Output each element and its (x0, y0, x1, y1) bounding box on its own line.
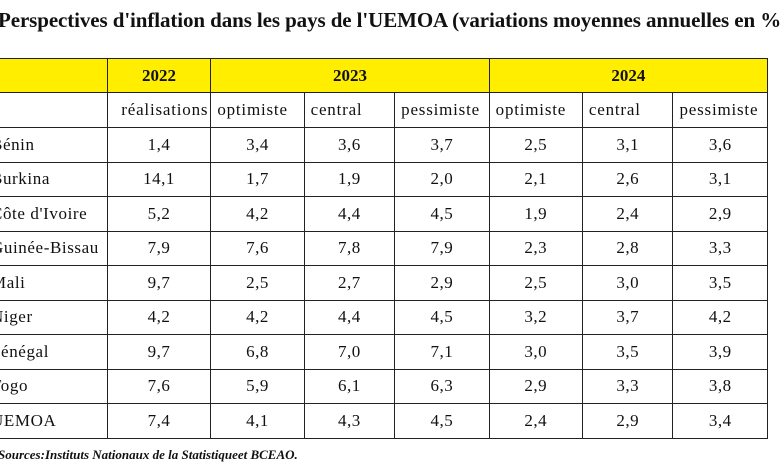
country-cell: Sénégal (0, 334, 108, 370)
value-cell: 1,9 (303, 161, 396, 197)
table-row: UEMOA7,44,14,34,52,42,93,4 (0, 403, 768, 439)
country-header-cell (0, 92, 108, 128)
year-2023-header: 2023 (210, 58, 490, 93)
table-row: Niger4,24,24,44,53,23,74,2 (0, 299, 768, 335)
value-cell: 7,1 (394, 334, 490, 370)
year-2022-header: 2022 (106, 58, 212, 93)
value-cell: 6,1 (303, 368, 396, 404)
value-cell: 4,4 (303, 299, 396, 335)
value-cell: 4,5 (394, 403, 490, 439)
country-cell: Burkina (0, 161, 108, 197)
country-cell: Togo (0, 368, 108, 404)
value-cell: 5,9 (210, 368, 305, 404)
value-cell: 2,3 (488, 230, 583, 266)
value-cell: 3,2 (488, 299, 583, 335)
value-cell: 2,5 (488, 265, 583, 301)
value-cell: 3,7 (581, 299, 674, 335)
value-cell: 7,8 (303, 230, 396, 266)
country-cell: Guinée-Bissau (0, 230, 108, 266)
value-cell: 2,4 (488, 403, 583, 439)
scenario-header: optimiste (210, 92, 305, 128)
value-cell: 9,7 (106, 334, 212, 370)
value-cell: 4,5 (394, 299, 490, 335)
value-cell: 7,0 (303, 334, 396, 370)
value-cell: 3,5 (672, 265, 768, 301)
value-cell: 2,8 (581, 230, 674, 266)
scenario-header: central (303, 92, 396, 128)
inflation-table: 2022 2023 2024 réalisations optimiste ce… (0, 58, 769, 439)
scenario-header-row: réalisations optimiste central pessimist… (0, 92, 768, 128)
value-cell: 3,5 (581, 334, 674, 370)
value-cell: 3,6 (672, 127, 768, 163)
country-cell: Mali (0, 265, 108, 301)
value-cell: 4,2 (210, 299, 305, 335)
table-row: Togo7,65,96,16,32,93,33,8 (0, 368, 768, 404)
value-cell: 4,4 (303, 196, 396, 232)
table-body: Bénin1,43,43,63,72,53,13,6Burkina14,11,7… (0, 127, 768, 439)
value-cell: 2,5 (210, 265, 305, 301)
value-cell: 4,2 (106, 299, 212, 335)
value-cell: 1,9 (488, 196, 583, 232)
value-cell: 4,2 (672, 299, 768, 335)
scenario-header: pessimiste (394, 92, 490, 128)
value-cell: 1,4 (106, 127, 212, 163)
value-cell: 3,3 (581, 368, 674, 404)
value-cell: 2,9 (488, 368, 583, 404)
country-cell: Bénin (0, 127, 108, 163)
value-cell: 3,1 (581, 127, 674, 163)
value-cell: 3,8 (672, 368, 768, 404)
scenario-header: central (581, 92, 674, 128)
table-row: Burkina14,11,71,92,02,12,63,1 (0, 161, 768, 197)
value-cell: 4,1 (210, 403, 305, 439)
table-row: Guinée-Bissau 7,9 7,6 7,8 7,9 2,3 2,8 3,3 (0, 230, 768, 266)
value-cell: 4,5 (394, 196, 490, 232)
value-cell: 2,7 (303, 265, 396, 301)
value-cell: 3,4 (672, 403, 768, 439)
value-cell: 2,9 (394, 265, 490, 301)
scenario-header: pessimiste (672, 92, 768, 128)
table-row: Côte d'Ivoire 5,2 4,2 4,4 4,5 1,9 2,4 2,9 (0, 196, 768, 232)
value-cell: 2,4 (581, 196, 674, 232)
value-cell: 7,9 (106, 230, 212, 266)
country-cell: Côte d'Ivoire (0, 196, 108, 232)
value-cell: 3,3 (672, 230, 768, 266)
value-cell: 1,7 (210, 161, 305, 197)
value-cell: 7,4 (106, 403, 212, 439)
value-cell: 2,9 (672, 196, 768, 232)
year-header-row: 2022 2023 2024 (0, 58, 769, 93)
value-cell: 6,8 (210, 334, 305, 370)
value-cell: 4,3 (303, 403, 396, 439)
value-cell: 7,6 (106, 368, 212, 404)
value-cell: 14,1 (106, 161, 212, 197)
value-cell: 2,0 (394, 161, 490, 197)
scenario-header: réalisations (106, 92, 212, 128)
value-cell: 3,1 (672, 161, 768, 197)
value-cell: 3,4 (210, 127, 305, 163)
table-title: Perspectives d'inflation dans les pays d… (0, 8, 780, 32)
country-cell: UEMOA (0, 403, 108, 439)
value-cell: 4,2 (210, 196, 305, 232)
value-cell: 7,9 (394, 230, 490, 266)
value-cell: 7,6 (210, 230, 305, 266)
value-cell: 9,7 (106, 265, 212, 301)
value-cell: 3,6 (303, 127, 396, 163)
value-cell: 3,0 (581, 265, 674, 301)
value-cell: 3,9 (672, 334, 768, 370)
value-cell: 2,6 (581, 161, 674, 197)
scenario-header: optimiste (488, 92, 583, 128)
table-row: Mali9,72,52,72,92,53,03,5 (0, 265, 768, 301)
value-cell: 2,9 (581, 403, 674, 439)
value-cell: 5,2 (106, 196, 212, 232)
value-cell: 3,0 (488, 334, 583, 370)
table-row: Sénégal9,76,87,07,13,03,53,9 (0, 334, 768, 370)
value-cell: 2,5 (488, 127, 583, 163)
year-2024-header: 2024 (488, 58, 769, 93)
corner-cell (0, 58, 108, 93)
source-note: Sources:Instituts Nationaux de la Statis… (0, 447, 298, 462)
value-cell: 3,7 (394, 127, 490, 163)
country-cell: Niger (0, 299, 108, 335)
value-cell: 2,1 (488, 161, 583, 197)
table-row: Bénin1,43,43,63,72,53,13,6 (0, 127, 768, 163)
value-cell: 6,3 (394, 368, 490, 404)
